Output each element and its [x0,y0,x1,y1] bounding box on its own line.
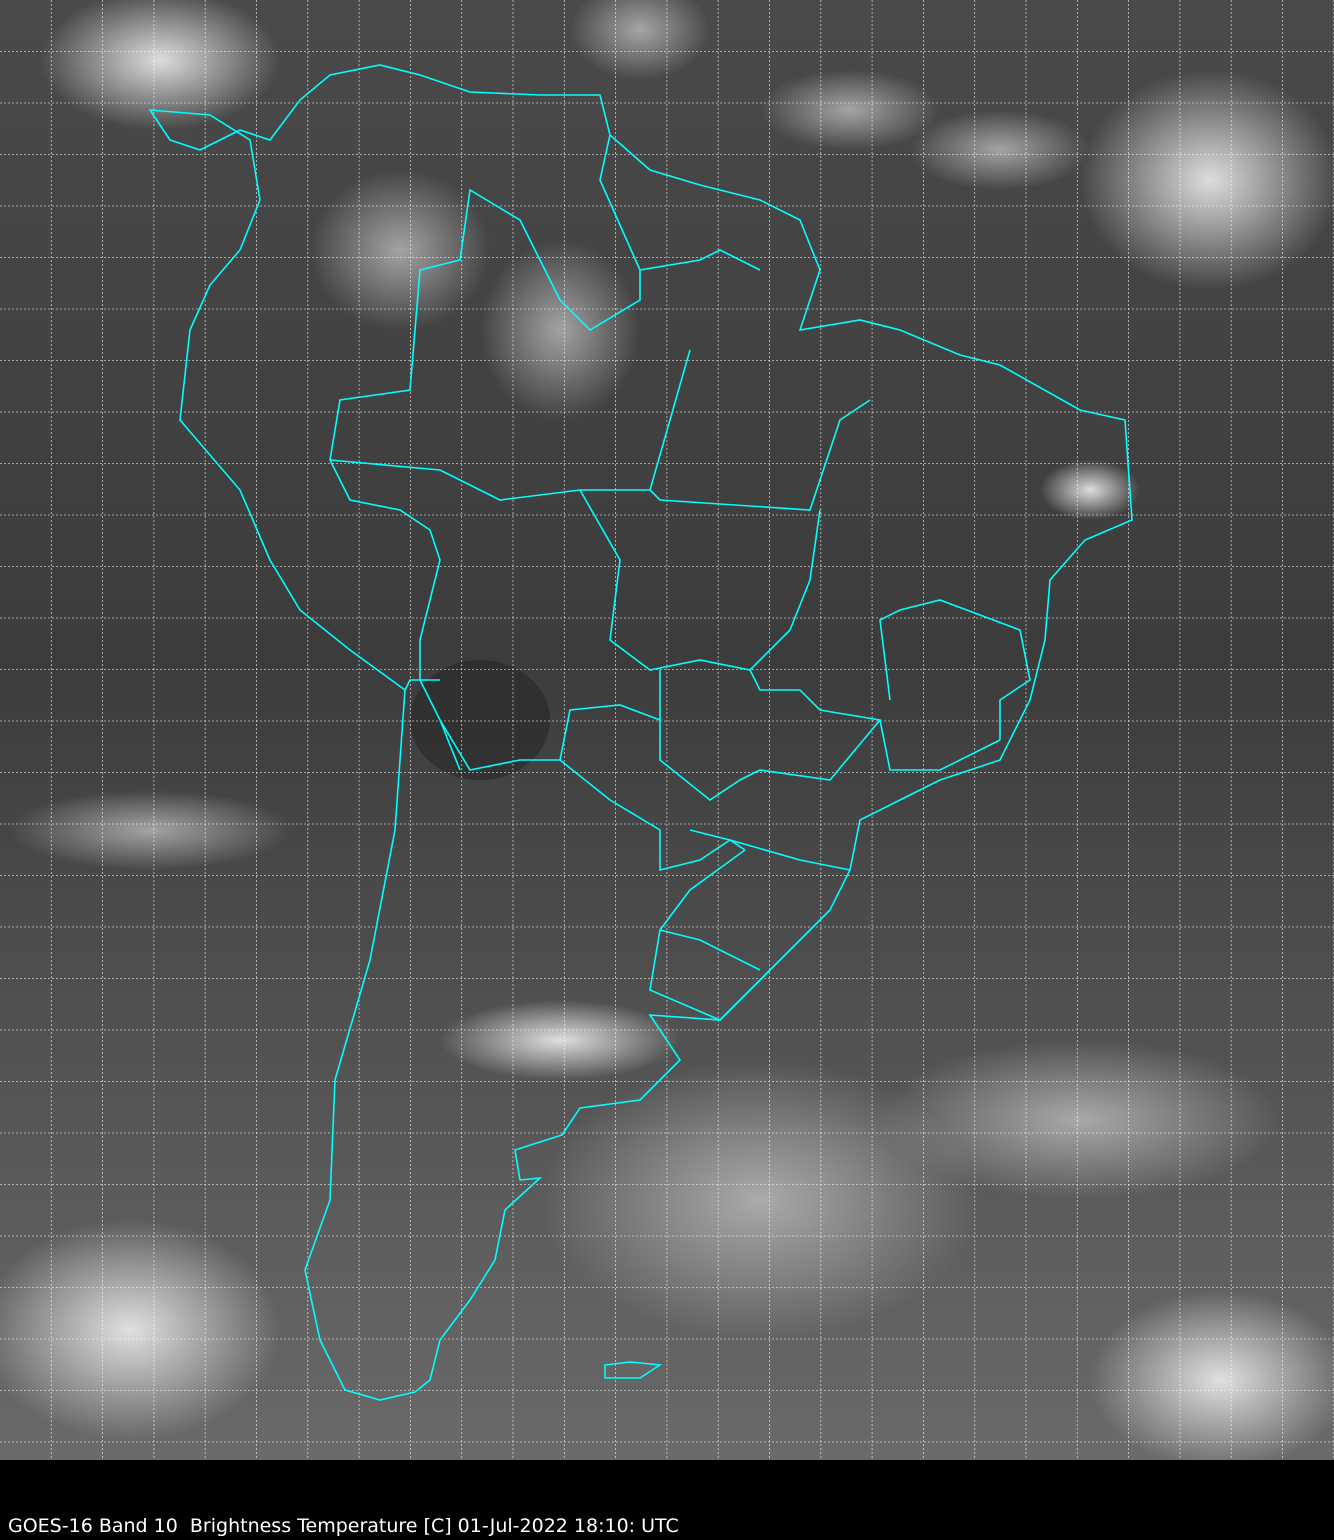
image-caption: GOES-16 Band 10 Brightness Temperature [… [8,1515,679,1537]
falkland-islands [604,1361,663,1379]
continent-coastline [148,64,1133,1401]
brazil-border [329,134,761,872]
internal-borders [329,349,1031,1021]
country-borders [148,64,1133,1401]
satellite-map [0,0,1334,1460]
